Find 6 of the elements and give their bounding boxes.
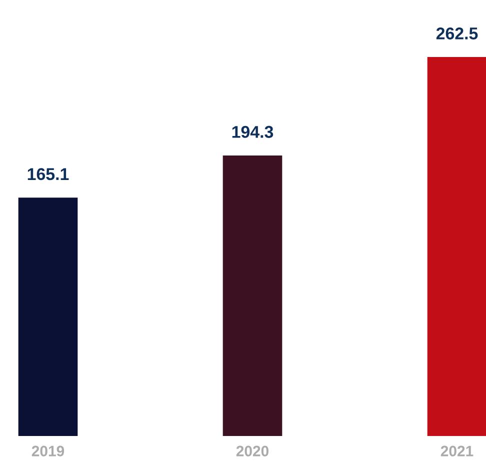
- data-label: 262.5: [436, 27, 478, 40]
- x-tick-label: 2020: [236, 446, 268, 456]
- data-label: 165.1: [28, 168, 69, 180]
- x-tick-label: 2019: [32, 446, 64, 456]
- data-label: 194.3: [232, 126, 274, 138]
- x-tick-label: 2021: [440, 446, 474, 456]
